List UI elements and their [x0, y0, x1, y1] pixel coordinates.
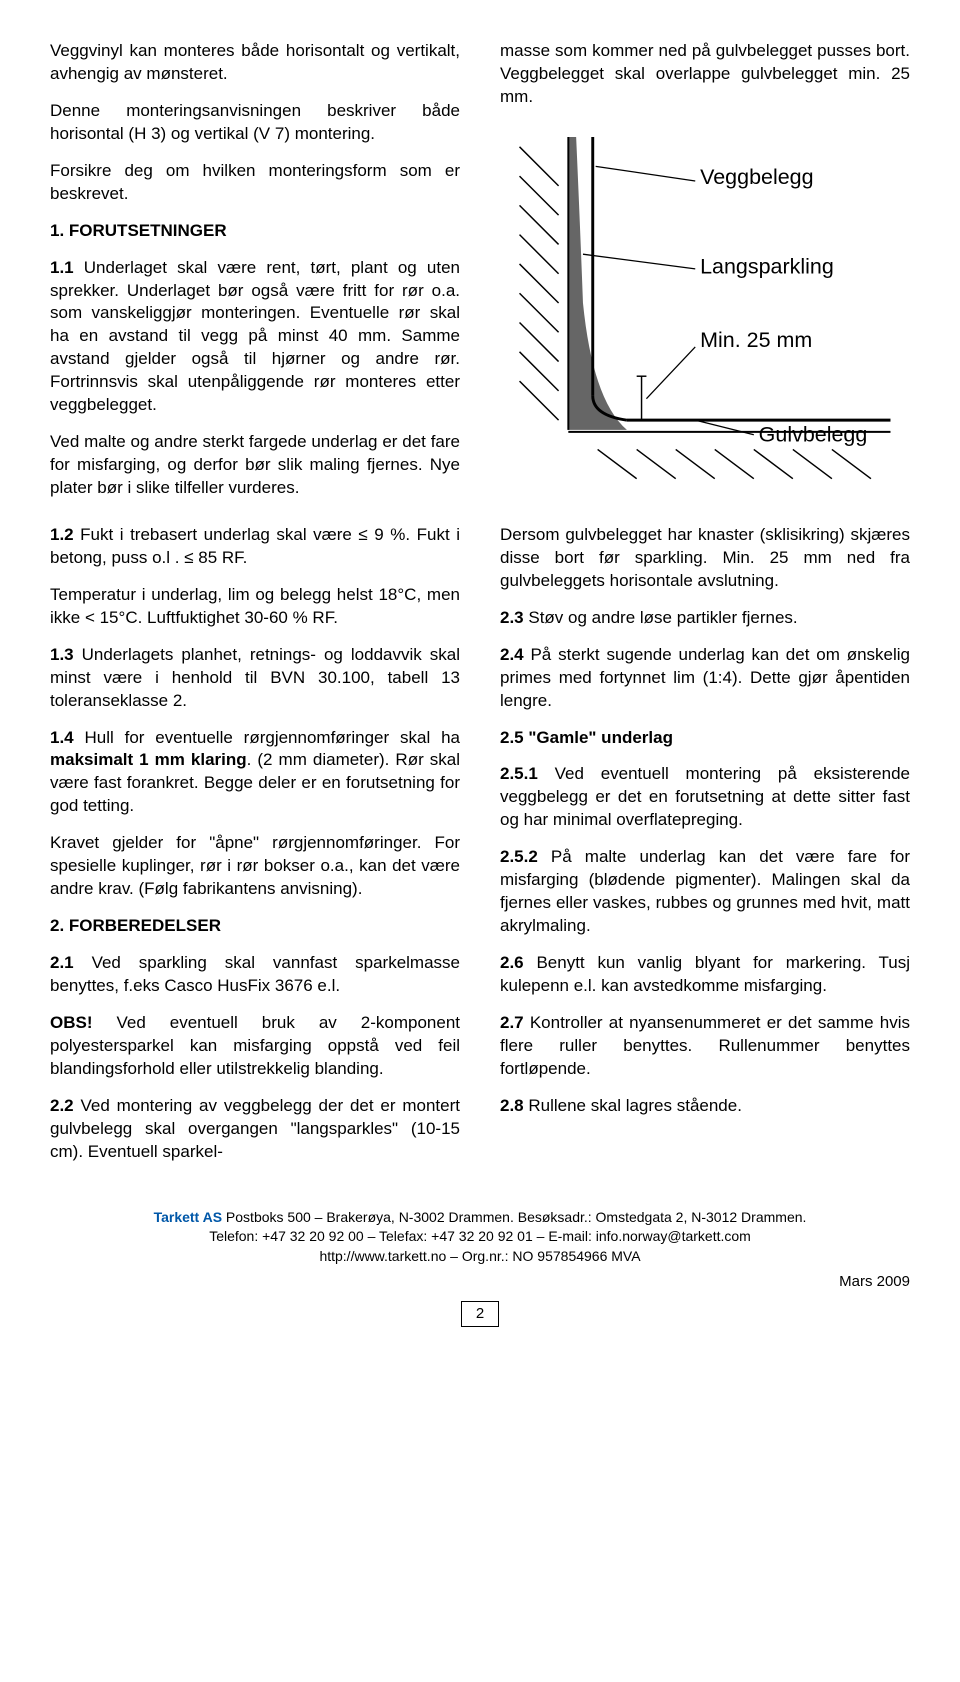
intro-p1: Veggvinyl kan monteres både horisontalt … [50, 40, 460, 86]
continuation-p: masse som kommer ned på gulvbelegget pus… [500, 40, 910, 109]
text-2-4: På sterkt sugende underlag kan det om øn… [500, 645, 910, 710]
num-1-2: 1.2 [50, 525, 74, 544]
p-2-8: 2.8 Rullene skal lagres stående. [500, 1095, 910, 1118]
footer-company: Tarkett AS [154, 1209, 222, 1225]
top-columns: Veggvinyl kan monteres både horisontalt … [50, 40, 910, 514]
num-2-2: 2.2 [50, 1096, 74, 1115]
text-2-5-1: Ved eventuell montering på eksisterende … [500, 764, 910, 829]
num-2-3: 2.3 [500, 608, 524, 627]
p-2-3: 2.3 Støv og andre løse partikler fjernes… [500, 607, 910, 630]
num-2-5-1: 2.5.1 [500, 764, 538, 783]
p-1-4: 1.4 Hull for eventuelle rørgjennomføring… [50, 727, 460, 819]
p-obs: OBS! Ved eventuell bruk av 2-komponent p… [50, 1012, 460, 1081]
num-1-4: 1.4 [50, 728, 74, 747]
p-1-1b: Ved malte og andre sterkt fargede underl… [50, 431, 460, 500]
text-2-8: Rullene skal lagres stående. [524, 1096, 742, 1115]
wall-floor-diagram: Veggbelegg Langsparkling Min. 25 mm Gulv… [500, 123, 910, 483]
p-2-4: 2.4 På sterkt sugende underlag kan det o… [500, 644, 910, 713]
num-2-4: 2.4 [500, 645, 524, 664]
text-2-5: "Gamle" underlag [524, 728, 673, 747]
p-1-2b: Temperatur i underlag, lim og belegg hel… [50, 584, 460, 630]
text-1-3: Underlagets planhet, retnings- og loddav… [50, 645, 460, 710]
diagram-svg: Veggbelegg Langsparkling Min. 25 mm Gulv… [500, 123, 910, 483]
p-2-5-2: 2.5.2 På malte underlag kan det være far… [500, 846, 910, 938]
top-right-col: masse som kommer ned på gulvbelegget pus… [500, 40, 910, 514]
bottom-left-col: 1.2 Fukt i trebasert underlag skal være … [50, 524, 460, 1178]
footer-line1: Tarkett AS Postboks 500 – Brakerøya, N-3… [50, 1208, 910, 1228]
text-1-4-bold: maksimalt 1 mm klaring [50, 750, 247, 769]
text-2-1: Ved sparkling skal vannfast sparkelmasse… [50, 953, 460, 995]
section-1-heading: 1. FORUTSETNINGER [50, 220, 460, 243]
obs-text: Ved eventuell bruk av 2-komponent polyes… [50, 1013, 460, 1078]
num-1-1: 1.1 [50, 258, 74, 277]
top-left-col: Veggvinyl kan monteres både horisontalt … [50, 40, 460, 514]
text-1-2: Fukt i trebasert underlag skal være ≤ 9 … [50, 525, 460, 567]
intro-p2: Denne monteringsanvisningen beskriver bå… [50, 100, 460, 146]
obs-bold: OBS! [50, 1013, 93, 1032]
p-2-5: 2.5 "Gamle" underlag [500, 727, 910, 750]
text-1-1: Underlaget skal være rent, tørt, plant o… [50, 258, 460, 415]
intro-p3: Forsikre deg om hvilken monteringsform s… [50, 160, 460, 206]
num-2-5: 2.5 [500, 728, 524, 747]
page-number: 2 [461, 1301, 499, 1327]
page-number-wrap: 2 [50, 1301, 910, 1327]
p-knaster: Dersom gulvbelegget har knaster (sklisik… [500, 524, 910, 593]
p-2-5-1: 2.5.1 Ved eventuell montering på eksiste… [500, 763, 910, 832]
num-2-7: 2.7 [500, 1013, 524, 1032]
num-2-1: 2.1 [50, 953, 74, 972]
text-1-4a: Hull for eventuelle rørgjennomføringer s… [74, 728, 460, 747]
num-2-5-2: 2.5.2 [500, 847, 538, 866]
p-2-7: 2.7 Kontroller at nyansenummeret er det … [500, 1012, 910, 1081]
footer-web: http://www.tarkett.no – Org.nr.: NO 9578… [50, 1247, 910, 1267]
text-2-7: Kontroller at nyansenummeret er det samm… [500, 1013, 910, 1078]
p-2-6: 2.6 Benytt kun vanlig blyant for markeri… [500, 952, 910, 998]
text-2-6: Benytt kun vanlig blyant for markering. … [500, 953, 910, 995]
num-2-8: 2.8 [500, 1096, 524, 1115]
label-min25: Min. 25 mm [700, 328, 812, 352]
section-2-heading: 2. FORBEREDELSER [50, 915, 460, 938]
p-1-1: 1.1 Underlaget skal være rent, tørt, pla… [50, 257, 460, 418]
bottom-right-col: Dersom gulvbelegget har knaster (sklisik… [500, 524, 910, 1178]
footer: Tarkett AS Postboks 500 – Brakerøya, N-3… [50, 1208, 910, 1267]
p-2-2: 2.2 Ved montering av veggbelegg der det … [50, 1095, 460, 1164]
text-2-2: Ved montering av veggbelegg der det er m… [50, 1096, 460, 1161]
footer-addr: Postboks 500 – Brakerøya, N-3002 Drammen… [222, 1209, 806, 1225]
num-2-6: 2.6 [500, 953, 524, 972]
num-1-3: 1.3 [50, 645, 74, 664]
text-2-5-2: På malte underlag kan det være fare for … [500, 847, 910, 935]
label-gulvbelegg: Gulvbelegg [759, 422, 868, 446]
bottom-columns: 1.2 Fukt i trebasert underlag skal være … [50, 524, 910, 1178]
p-1-3: 1.3 Underlagets planhet, retnings- og lo… [50, 644, 460, 713]
p-1-2: 1.2 Fukt i trebasert underlag skal være … [50, 524, 460, 570]
text-2-3: Støv og andre løse partikler fjernes. [524, 608, 798, 627]
label-langsparkling: Langsparkling [700, 255, 834, 279]
footer-contact: Telefon: +47 32 20 92 00 – Telefax: +47 … [50, 1227, 910, 1247]
p-2-1: 2.1 Ved sparkling skal vannfast sparkelm… [50, 952, 460, 998]
footer-date: Mars 2009 [50, 1272, 910, 1292]
label-veggbelegg: Veggbelegg [700, 165, 813, 189]
p-1-4c: Kravet gjelder for "åpne" rørgjennomføri… [50, 832, 460, 901]
